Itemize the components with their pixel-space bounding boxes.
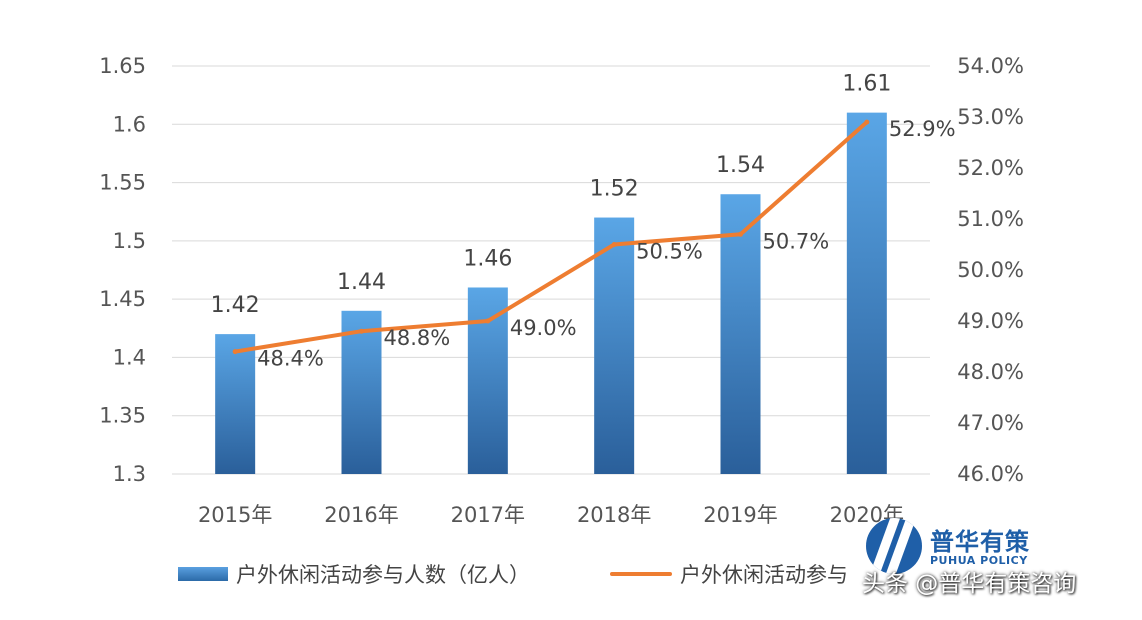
category-label: 2016年 — [324, 503, 398, 527]
right-tick-label: 53.0% — [957, 105, 1024, 129]
line-point — [359, 328, 364, 334]
left-tick-label: 1.3 — [113, 462, 146, 486]
bar — [215, 334, 256, 474]
left-tick-label: 1.5 — [113, 229, 146, 253]
right-tick-label: 50.0% — [957, 258, 1024, 282]
line-value-label: 48.8% — [384, 326, 451, 350]
left-tick-label: 1.55 — [99, 171, 146, 195]
line-value-label: 52.9% — [889, 117, 956, 141]
right-tick-label: 49.0% — [957, 309, 1024, 333]
line-data-labels: 48.4% 48.8% 49.0% 50.5% 50.7% 52.9% — [257, 117, 955, 371]
bar — [341, 310, 382, 474]
bar-data-labels: 1.42 1.44 1.46 1.52 1.54 1.61 — [211, 72, 892, 318]
line-path — [233, 120, 869, 354]
bar-value-label: 1.42 — [211, 293, 260, 318]
right-axis-ticks: 46.0% 47.0% 48.0% 49.0% 50.0% 51.0% 52.0% 53.0%… — [957, 54, 1024, 486]
right-tick-label: 51.0% — [957, 207, 1024, 231]
right-tick-label: 46.0% — [957, 462, 1024, 486]
brand-logo: 普华有策 PUHUA POLICY — [866, 518, 1076, 574]
bar — [846, 112, 887, 474]
left-tick-label: 1.35 — [99, 404, 146, 428]
bar — [467, 287, 508, 474]
legend-line-swatch — [610, 572, 672, 576]
legend-bar-label: 户外休闲活动参与人数（亿人） — [236, 563, 530, 587]
left-tick-label: 1.45 — [99, 287, 146, 311]
legend-item-bar: 户外休闲活动参与人数（亿人） — [178, 552, 530, 596]
left-tick-label: 1.4 — [113, 345, 146, 369]
line-series — [232, 119, 870, 355]
legend-item-line: 户外休闲活动参与 — [610, 552, 848, 596]
watermark-text: 头条 @普华有策咨询 — [862, 571, 1077, 597]
bar — [720, 194, 761, 474]
category-label: 2017年 — [451, 503, 525, 527]
legend-bar-swatch — [178, 567, 228, 581]
line-value-label: 50.5% — [636, 240, 703, 264]
right-tick-label: 47.0% — [957, 411, 1024, 435]
line-value-label: 49.0% — [510, 316, 577, 340]
line-point — [864, 119, 870, 125]
chart-legend: 户外休闲活动参与人数（亿人） 户外休闲活动参与 — [0, 552, 1142, 596]
category-label: 2015年 — [198, 503, 272, 527]
line-value-label: 48.4% — [257, 347, 324, 371]
bar-value-label: 1.54 — [716, 153, 765, 178]
logo-subtitle: PUHUA POLICY — [930, 554, 1028, 567]
bar-value-label: 1.61 — [842, 72, 891, 97]
line-point — [485, 318, 491, 324]
category-label: 2019年 — [703, 503, 777, 527]
bar — [594, 217, 635, 475]
bar-value-label: 1.46 — [463, 246, 512, 271]
left-axis-ticks: 1.3 1.35 1.4 1.45 1.5 1.55 1.6 1.65 — [99, 54, 146, 486]
bar-value-label: 1.52 — [590, 177, 639, 202]
logo-mark-icon — [866, 518, 922, 574]
category-label: 2018年 — [577, 503, 651, 527]
grid-lines — [172, 65, 930, 475]
left-tick-label: 1.65 — [99, 54, 146, 78]
right-tick-label: 54.0% — [957, 54, 1024, 78]
bar-series — [215, 112, 887, 475]
left-tick-label: 1.6 — [113, 112, 146, 136]
bar-value-label: 1.44 — [337, 270, 386, 295]
line-point — [738, 231, 743, 237]
right-tick-label: 52.0% — [957, 156, 1024, 180]
line-point — [232, 349, 238, 355]
category-axis-labels: 2015年 2016年 2017年 2018年 2019年 2020年 — [198, 503, 904, 527]
line-value-label: 50.7% — [763, 229, 830, 253]
legend-line-label: 户外休闲活动参与 — [680, 563, 848, 587]
logo-name: 普华有策 — [930, 528, 1030, 556]
line-point — [611, 242, 617, 247]
right-tick-label: 48.0% — [957, 360, 1024, 384]
